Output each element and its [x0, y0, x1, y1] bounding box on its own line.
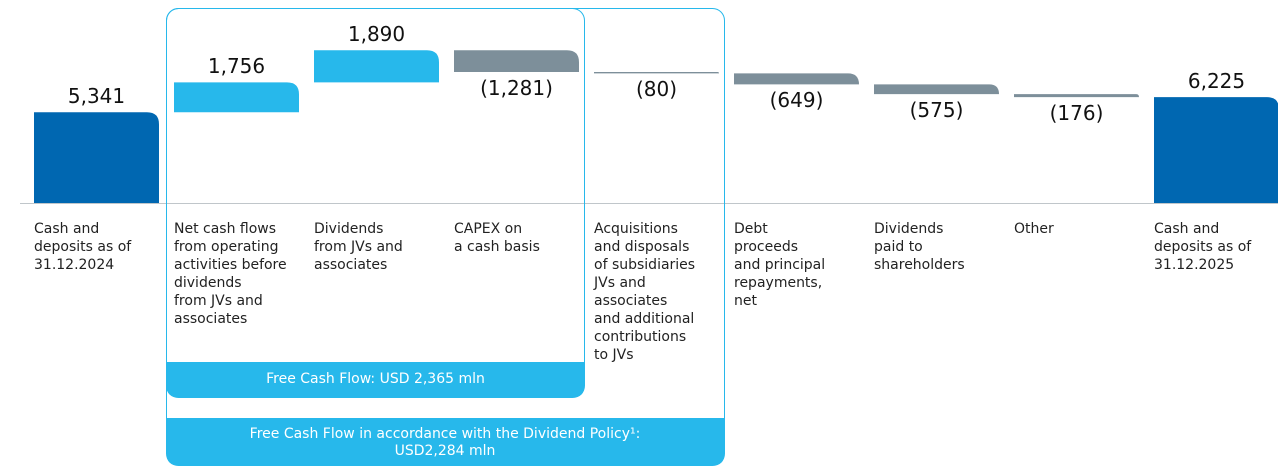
bar: [454, 50, 579, 72]
value-label: 1,890: [347, 22, 406, 47]
bar: [734, 73, 859, 85]
bar: [1154, 97, 1278, 203]
x-tick-label: Dividends paid to shareholders: [874, 221, 965, 273]
x-tick-label: Other: [1014, 221, 1054, 237]
value-label: (575): [909, 98, 964, 123]
bar: [314, 50, 439, 83]
bar: [174, 82, 299, 113]
x-tick-label: CAPEX on a cash basis: [454, 221, 540, 255]
x-tick-label: Debt proceeds and principal repayments, …: [734, 221, 826, 309]
x-tick-label: Cash and deposits as of 31.12.2024: [34, 221, 132, 273]
x-tick-label: Acquisitions and disposals of subsidiari…: [594, 221, 696, 363]
outer-band: [166, 418, 725, 466]
inner-band: [166, 362, 585, 398]
value-label: 1,756: [207, 54, 266, 79]
annotation: Free Cash Flow: USD 2,365 mln: [266, 371, 485, 387]
bar: [1014, 94, 1139, 98]
value-label: 6,225: [1187, 69, 1246, 94]
bar: [874, 84, 999, 95]
value-label: (80): [635, 77, 678, 102]
x-tick-label: Net cash flows from operating activities…: [174, 221, 287, 327]
annotation: Free Cash Flow in accordance with the Di…: [249, 425, 641, 459]
x-tick-label: Dividends from JVs and associates: [314, 221, 403, 273]
value-label: (649): [769, 88, 824, 113]
bar: [594, 71, 719, 74]
value-label: (1,281): [480, 75, 553, 100]
value-label: 5,341: [67, 84, 126, 109]
bar: [34, 112, 159, 203]
x-tick-label: Cash and deposits as of 31.12.2025: [1154, 221, 1252, 273]
value-label: (176): [1049, 101, 1104, 126]
